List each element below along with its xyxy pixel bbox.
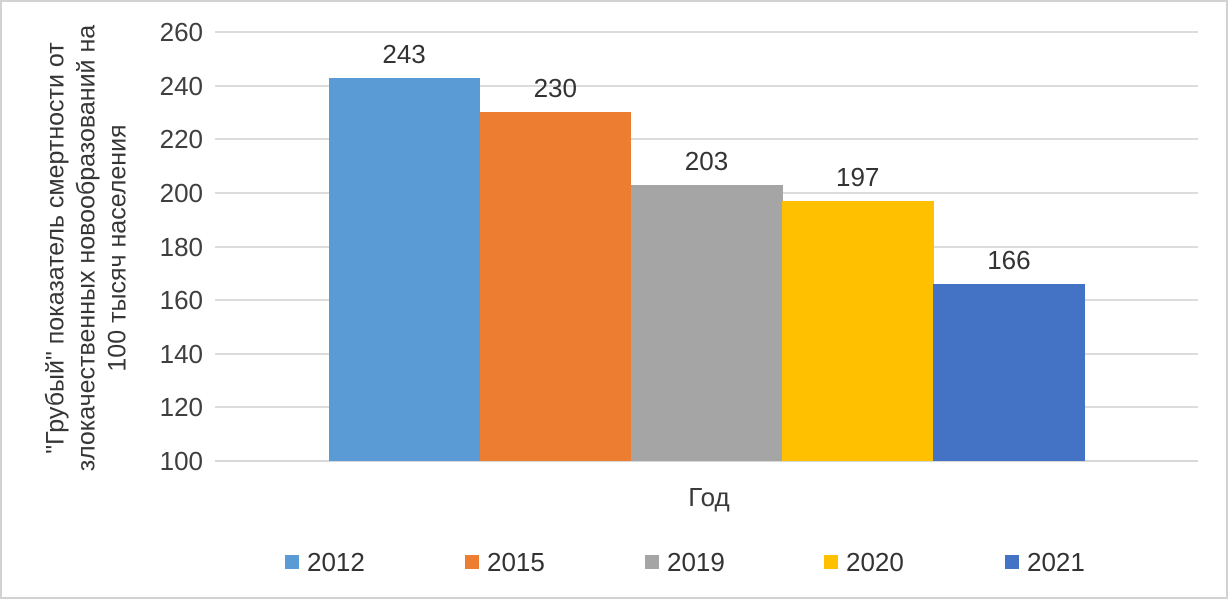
y-tick-label-240: 240: [159, 70, 203, 101]
legend-item-2012: 2012: [285, 547, 365, 577]
bar-2019: [630, 184, 783, 461]
legend-item-2020: 2020: [824, 547, 904, 577]
legend-item-2015: 2015: [465, 547, 545, 577]
y-tick-label-100: 100: [159, 446, 203, 476]
bar-value-label-2015: 230: [533, 73, 577, 104]
y-tick-label-160: 160: [159, 285, 203, 316]
legend-swatch-2021: [1005, 555, 1019, 569]
y-tick-label-140: 140: [159, 338, 203, 369]
legend-swatch-2020: [824, 555, 838, 569]
y-tick-label-260: 260: [159, 17, 203, 47]
y-axis-title: "Грубый" показатель смертности от злокач…: [41, 2, 134, 498]
gridline-y-260: [215, 31, 1198, 33]
y-axis-title-line: 100 тысяч населения: [103, 124, 132, 372]
bar-value-label-2019: 203: [684, 145, 729, 176]
legend-item-2021: 2021: [1005, 547, 1085, 577]
legend-swatch-2012: [285, 555, 299, 569]
bar-value-label-2021: 166: [987, 245, 1031, 276]
legend-item-2019: 2019: [645, 547, 725, 577]
gridline-y-240: [215, 84, 1198, 87]
y-tick-label-220: 220: [159, 124, 203, 155]
x-axis-line: [215, 460, 1198, 462]
chart-legend: 2012 2015 2019 2020 2021: [2, 542, 1226, 577]
bar-2021: [933, 284, 1085, 461]
legend-label-2015: 2015: [487, 547, 545, 577]
bar-2012: [328, 77, 481, 461]
x-axis-title: Год: [688, 482, 730, 512]
legend-swatch-2019: [645, 555, 659, 569]
bar-value-label-2020: 197: [835, 161, 880, 192]
gridline-y-220: [215, 138, 1198, 141]
y-tick-label-180: 180: [159, 231, 203, 262]
bar-value-label-2012: 243: [382, 38, 426, 69]
legend-swatch-2015: [465, 555, 479, 569]
legend-label-2021: 2021: [1027, 547, 1085, 577]
y-axis-title-line: злокачественных новообразований на: [72, 24, 101, 472]
y-tick-label-120: 120: [159, 392, 203, 423]
legend-label-2019: 2019: [667, 547, 725, 577]
bar-2020: [782, 200, 934, 461]
legend-label-2020: 2020: [846, 547, 904, 577]
legend-label-2012: 2012: [307, 547, 365, 577]
y-tick-label-200: 200: [159, 177, 203, 208]
bar-2015: [479, 112, 632, 461]
y-axis-title-line: "Грубый" показатель смертности от: [41, 42, 70, 454]
